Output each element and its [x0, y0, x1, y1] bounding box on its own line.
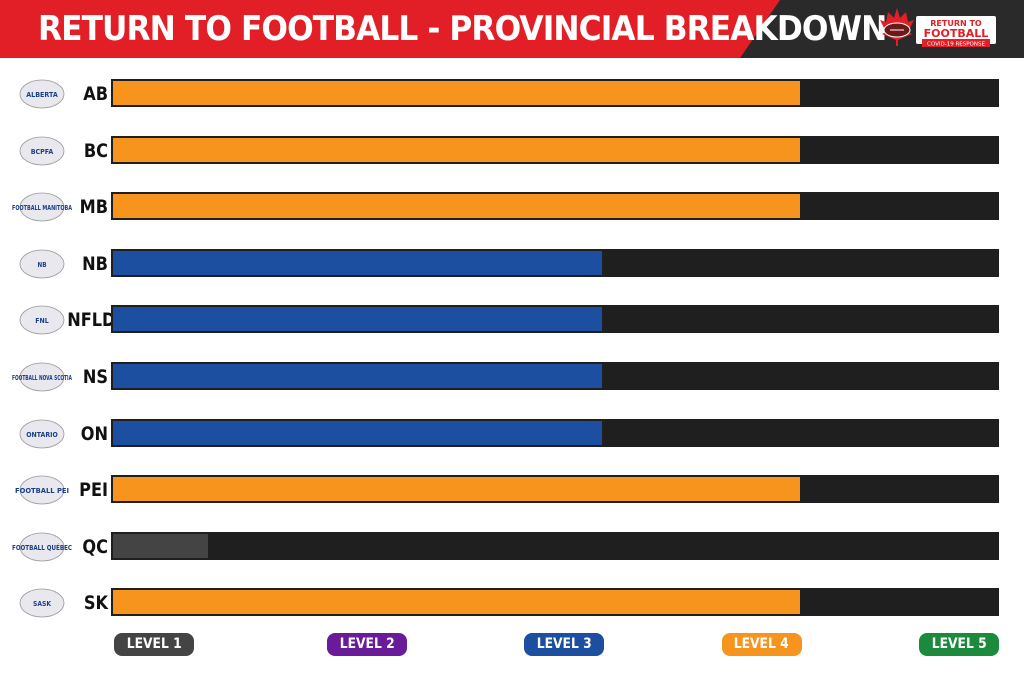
bar-mb	[113, 194, 800, 219]
province-label: NFLD	[67, 309, 116, 332]
page-title: RETURN TO FOOTBALL - PROVINCIAL BREAKDOW…	[38, 9, 887, 49]
football-nb-logo: NB	[19, 249, 65, 279]
bar-on	[113, 420, 603, 445]
logo-text-2: FOOTBALL	[924, 27, 989, 40]
bar-track	[111, 588, 999, 617]
bar-sk	[113, 590, 800, 615]
svg-text:FOOTBALL QUÉBEC: FOOTBALL QUÉBEC	[12, 543, 72, 552]
row-qc: FOOTBALL QUÉBEC QC	[0, 527, 1024, 567]
row-on: ONTARIO ON	[0, 414, 1024, 454]
row-ns: FOOTBALL NOVA SCOTIA NS	[0, 357, 1024, 397]
province-label: ON	[80, 422, 108, 445]
return-to-football-logo: RETURN TO FOOTBALL COVID-19 RESPONSE	[880, 8, 996, 48]
football-sask-logo: SASK	[19, 588, 65, 618]
svg-text:NB: NB	[38, 261, 47, 269]
bar-nfld	[113, 307, 603, 332]
svg-text:FNL: FNL	[35, 317, 49, 325]
football-nova-scotia-logo: FOOTBALL NOVA SCOTIA	[12, 362, 72, 392]
bar-track	[111, 362, 999, 390]
bar-track	[111, 79, 999, 107]
province-label: SK	[83, 592, 108, 615]
football-alberta-logo: ALBERTA	[19, 79, 65, 109]
football-quebec-logo: FOOTBALL QUÉBEC	[12, 532, 72, 562]
svg-text:FOOTBALL NOVA SCOTIA: FOOTBALL NOVA SCOTIA	[12, 374, 72, 382]
bar-ns	[113, 364, 603, 388]
row-nb: NB NB	[0, 244, 1024, 284]
bar-pei	[113, 477, 800, 502]
svg-text:FOOTBALL MANITOBA: FOOTBALL MANITOBA	[12, 204, 72, 212]
bar-track	[111, 305, 999, 334]
ontario-football-logo: ONTARIO	[19, 419, 65, 448]
bar-bc	[113, 137, 800, 162]
bcpfa-logo: BCPFA	[19, 136, 65, 165]
row-bc: BCPFA BC	[0, 131, 1024, 171]
logo-text-1: RETURN TO	[930, 19, 982, 28]
row-pei: FOOTBALL PEI PEI	[0, 470, 1024, 510]
logo-text-3: COVID-19 RESPONSE	[927, 42, 985, 48]
province-label: AB	[83, 83, 108, 105]
row-ab: ALBERTA AB	[0, 74, 1024, 114]
province-label: PEI	[79, 479, 108, 502]
header-bar: RETURN TO FOOTBALL - PROVINCIAL BREAKDOW…	[0, 0, 1024, 58]
province-label: BC	[83, 139, 108, 162]
bar-nb	[113, 250, 603, 275]
svg-text:ALBERTA: ALBERTA	[26, 91, 58, 99]
svg-text:ONTARIO: ONTARIO	[26, 431, 58, 439]
province-label: QC	[82, 535, 108, 558]
row-sk: SASK SK	[0, 583, 1024, 623]
bar-qc	[113, 533, 208, 558]
bar-track	[111, 192, 999, 221]
svg-text:FOOTBALL PEI: FOOTBALL PEI	[15, 487, 69, 495]
title-band	[0, 0, 780, 58]
bar-track	[111, 248, 999, 277]
svg-text:SASK: SASK	[33, 600, 51, 608]
province-label: NS	[82, 366, 108, 388]
football-pei-logo: FOOTBALL PEI	[15, 475, 69, 505]
football-manitoba-logo: FOOTBALL MANITOBA	[12, 192, 72, 222]
bar-track	[111, 418, 999, 447]
svg-text:BCPFA: BCPFA	[31, 148, 54, 156]
row-nfld: FNL NFLD	[0, 300, 1024, 340]
bar-track	[111, 475, 999, 504]
row-mb: FOOTBALL MANITOBA MB	[0, 187, 1024, 227]
province-label: MB	[79, 196, 108, 219]
bar-track	[111, 135, 999, 164]
fnl-logo: FNL	[19, 305, 65, 335]
bar-ab	[113, 81, 800, 105]
province-label: NB	[82, 252, 108, 275]
bar-track	[111, 531, 999, 560]
